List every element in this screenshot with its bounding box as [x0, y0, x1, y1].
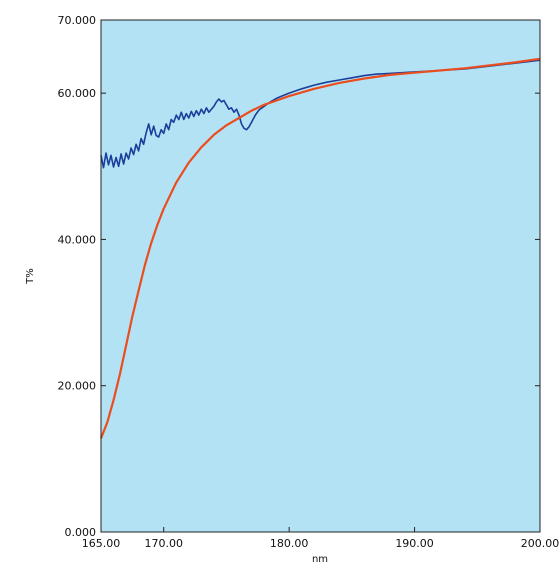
x-tick-label: 200.00	[521, 537, 560, 550]
series-line-2	[99, 57, 541, 439]
plot-frame	[100, 19, 541, 533]
plot-background	[101, 20, 540, 532]
y-tick-label: 60.000	[58, 87, 97, 100]
y-tick-label: 40.000	[58, 233, 97, 246]
x-tick-label: 190.00	[395, 537, 434, 550]
x-tick-label: 170.00	[144, 537, 183, 550]
y-tick-label: 70.000	[58, 14, 97, 27]
x-axis-label: nm	[312, 554, 328, 565]
x-tick-label: 165.00	[82, 537, 121, 550]
y-tick-label: 0.000	[65, 526, 97, 539]
y-tick-label: 20.000	[58, 380, 97, 393]
y-axis-label: T%	[25, 268, 36, 285]
ticks-layer: 165.00 170.00 180.00 190.00 200.00 0.000 20.00…	[58, 14, 560, 550]
series-layer	[99, 57, 541, 439]
x-tick-label: 180.00	[270, 537, 309, 550]
series-line-1	[100, 59, 541, 169]
